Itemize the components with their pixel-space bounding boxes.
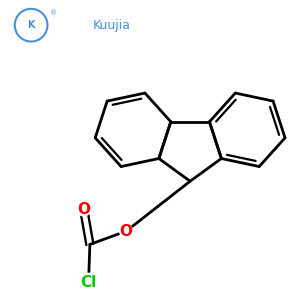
Circle shape — [77, 203, 90, 216]
Text: O: O — [77, 202, 90, 217]
Text: ®: ® — [50, 10, 57, 16]
Text: K: K — [27, 20, 35, 30]
Text: Cl: Cl — [80, 275, 97, 290]
Text: O: O — [120, 224, 133, 239]
Circle shape — [80, 273, 98, 291]
Text: Kuujia: Kuujia — [92, 19, 130, 32]
Circle shape — [120, 225, 133, 238]
